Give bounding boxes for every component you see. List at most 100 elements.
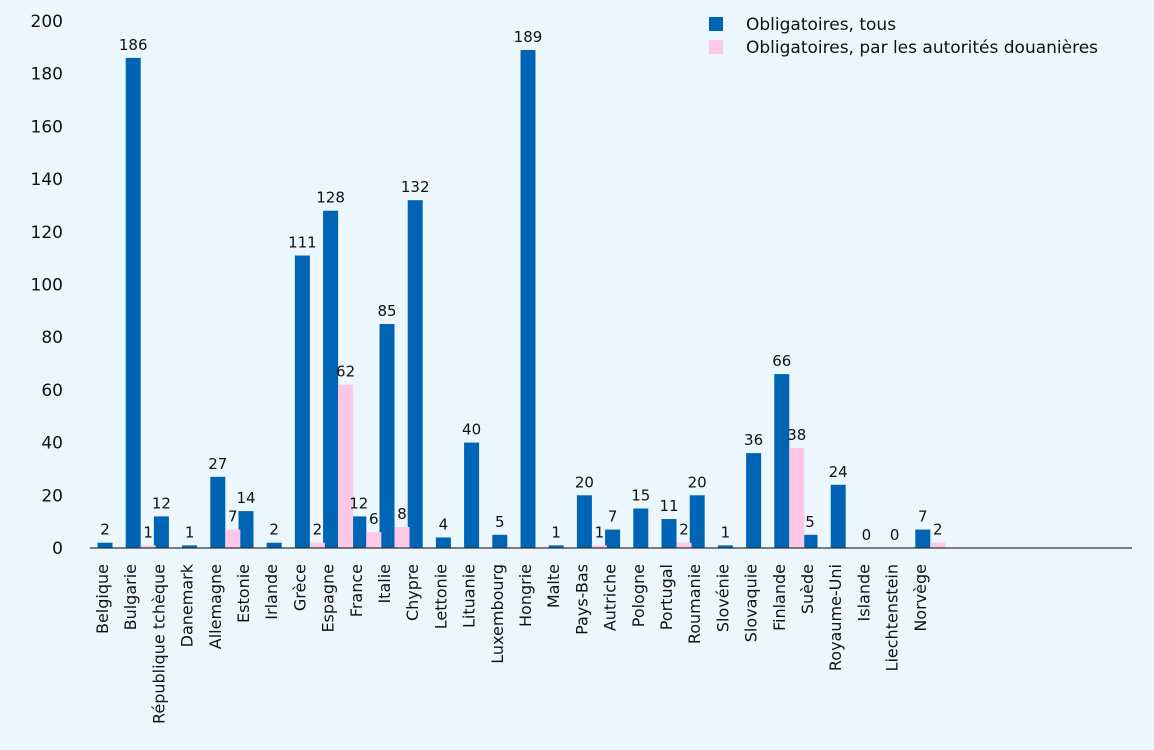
bar-obligatoires-douane	[140, 545, 156, 548]
bar-obligatoires-tous	[153, 516, 169, 548]
y-tick-label: 140	[31, 170, 63, 190]
x-category-label: Malte	[544, 564, 563, 608]
y-tick-label: 200	[31, 12, 63, 32]
data-label: 5	[805, 513, 815, 531]
x-category-label: Slovénie	[713, 564, 732, 632]
data-label: 1	[721, 523, 731, 541]
data-label: 186	[119, 36, 148, 54]
bar-obligatoires-tous	[182, 545, 198, 548]
data-label: 7	[228, 508, 238, 526]
x-category-label: Pologne	[629, 564, 648, 627]
x-category-label: Estonie	[234, 564, 253, 623]
bar-obligatoires-douane	[789, 447, 805, 548]
data-label: 1	[143, 523, 153, 541]
bars	[97, 49, 946, 549]
data-label: 15	[631, 486, 650, 504]
bar-obligatoires-tous	[520, 49, 536, 549]
y-tick-label: 20	[41, 486, 63, 506]
bar-obligatoires-tous	[210, 476, 226, 548]
x-category-label: Islande	[854, 564, 873, 621]
data-label: 20	[575, 473, 594, 491]
bar-obligatoires-tous	[351, 516, 367, 548]
x-axis: Belgique Bulgarie République tchèque Danema…	[90, 547, 1132, 724]
x-category-label: Suède	[798, 564, 817, 614]
x-category-label: Hongrie	[516, 564, 535, 627]
data-label: 38	[787, 426, 806, 444]
data-label: 7	[608, 508, 618, 526]
bar-obligatoires-douane	[225, 529, 241, 548]
bar-obligatoires-tous	[266, 542, 282, 548]
data-label: 7	[918, 508, 928, 526]
data-label: 8	[397, 505, 407, 523]
data-label: 4	[439, 515, 449, 533]
data-label: 0	[890, 526, 900, 544]
data-label: 5	[495, 513, 505, 531]
bar-obligatoires-tous	[294, 255, 310, 548]
bar-obligatoires-tous	[830, 484, 846, 548]
data-label: 2	[933, 521, 943, 539]
x-category-label: République tchèque	[149, 564, 168, 724]
bar-obligatoires-tous	[774, 374, 790, 548]
bar-obligatoires-tous	[125, 57, 141, 548]
data-label: 24	[829, 463, 848, 481]
data-label: 111	[288, 234, 317, 252]
y-tick-label: 180	[31, 65, 63, 85]
data-label: 132	[401, 178, 430, 196]
y-tick-label: 120	[31, 223, 63, 243]
bar-obligatoires-tous	[492, 534, 508, 548]
data-label: 1	[551, 523, 561, 541]
x-category-label: France	[347, 564, 366, 617]
bar-obligatoires-tous	[633, 508, 649, 548]
bar-obligatoires-douane	[930, 542, 946, 548]
x-category-label: Bulgarie	[121, 564, 140, 630]
x-category-label: Royaume-Uni	[826, 564, 845, 671]
bar-obligatoires-tous	[97, 542, 113, 548]
legend-label: Obligatoires, tous	[746, 15, 896, 35]
bar-obligatoires-douane	[676, 542, 692, 548]
y-tick-label: 100	[31, 276, 63, 296]
x-category-label: Belgique	[93, 564, 112, 634]
data-label: 11	[659, 497, 678, 515]
bar-obligatoires-douane	[366, 532, 382, 548]
y-tick-label: 0	[52, 539, 63, 559]
data-label: 12	[152, 494, 171, 512]
bar-obligatoires-douane	[309, 542, 325, 548]
data-labels: 2186121271421111281285132440518912071511…	[100, 28, 942, 544]
data-label: 85	[377, 302, 396, 320]
bar-obligatoires-tous	[661, 519, 677, 548]
x-category-label: Roumanie	[685, 564, 704, 644]
bar-obligatoires-douane	[338, 384, 354, 548]
bar-obligatoires-tous	[548, 545, 564, 548]
x-category-label: Liechtenstein	[883, 564, 902, 671]
bar-obligatoires-tous	[746, 453, 762, 548]
data-label: 6	[369, 510, 379, 528]
x-category-label: Espagne	[319, 564, 338, 633]
x-category-label: Irlande	[262, 564, 281, 620]
data-label: 12	[349, 494, 368, 512]
y-tick-label: 60	[41, 381, 63, 401]
x-category-label: Portugal	[657, 564, 676, 630]
legend: Obligatoires, tous Obligatoires, par les …	[709, 15, 1098, 58]
data-label: 14	[236, 489, 255, 507]
x-category-label: Grèce	[290, 564, 309, 611]
x-category-label: Chypre	[403, 564, 422, 621]
x-category-label: Norvège	[911, 564, 930, 632]
bar-obligatoires-tous	[717, 545, 733, 548]
data-label: 1	[595, 523, 605, 541]
bar-obligatoires-tous	[323, 210, 339, 548]
legend-swatch	[709, 40, 723, 54]
bar-obligatoires-tous	[407, 200, 423, 548]
x-category-label: Danemark	[178, 563, 197, 647]
data-label: 27	[208, 455, 227, 473]
data-label: 128	[316, 189, 345, 207]
bar-obligatoires-tous	[435, 537, 451, 548]
y-tick-label: 80	[41, 328, 63, 348]
data-label: 2	[313, 521, 323, 539]
x-category-label: Italie	[375, 564, 394, 604]
legend-label: Obligatoires, par les autorités douanièr…	[746, 38, 1098, 58]
x-category-label: Lettonie	[431, 564, 450, 629]
y-axis: 0 20 40 60 80 100 120 140 160 180 200	[31, 12, 63, 559]
data-label: 40	[462, 421, 481, 439]
bar-obligatoires-douane	[591, 545, 607, 548]
